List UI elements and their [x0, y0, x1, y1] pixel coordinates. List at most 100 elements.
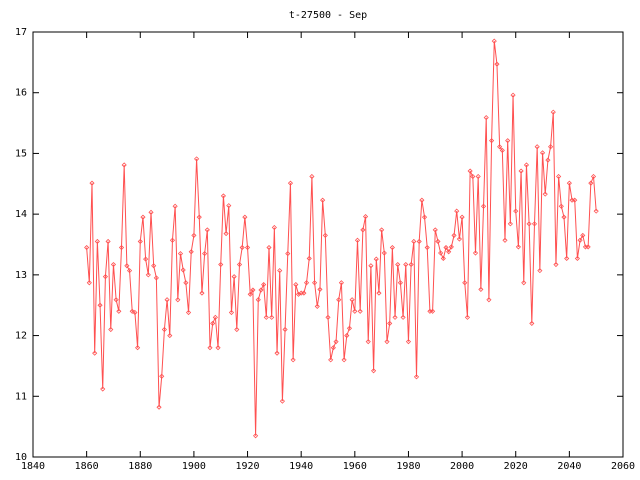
point-marker — [405, 339, 412, 345]
point-marker — [210, 320, 216, 326]
point-marker — [387, 320, 393, 326]
point-marker — [464, 314, 471, 320]
x-tick-label: 1840 — [21, 461, 45, 472]
point-marker — [236, 261, 243, 268]
point-marker — [550, 109, 556, 115]
point-marker — [228, 309, 235, 316]
point-marker — [346, 325, 353, 331]
y-tick-label: 12 — [15, 331, 27, 342]
point-marker — [416, 238, 422, 245]
point-marker — [185, 309, 192, 316]
point-marker — [320, 197, 326, 203]
y-tick-label: 13 — [15, 270, 27, 281]
point-marker — [475, 173, 481, 180]
x-tick-label: 1860 — [75, 461, 99, 472]
point-marker — [435, 238, 441, 245]
point-marker — [135, 345, 141, 351]
point-marker — [218, 261, 224, 268]
x-tick-label: 2060 — [611, 461, 635, 472]
point-marker — [242, 214, 248, 220]
y-tick-label: 16 — [15, 88, 27, 99]
point-marker — [97, 302, 103, 308]
y-tick-label: 17 — [15, 27, 27, 38]
point-marker — [497, 144, 503, 150]
point-marker — [220, 193, 226, 199]
point-marker — [523, 162, 530, 168]
point-marker — [183, 280, 189, 286]
point-marker — [365, 339, 371, 345]
point-marker — [483, 115, 489, 121]
point-marker — [110, 261, 117, 268]
point-marker — [556, 173, 562, 180]
point-marker — [403, 261, 409, 268]
point-marker — [526, 221, 532, 227]
point-marker — [223, 231, 229, 237]
point-marker — [395, 261, 401, 268]
point-marker — [400, 314, 406, 320]
point-marker — [392, 314, 398, 320]
point-marker — [357, 308, 363, 314]
point-marker — [253, 433, 259, 439]
point-marker — [325, 314, 331, 320]
point-marker — [118, 244, 125, 251]
point-marker — [419, 197, 425, 203]
point-marker — [247, 291, 253, 297]
point-marker — [531, 221, 538, 227]
point-marker — [132, 309, 138, 316]
point-marker — [432, 227, 438, 233]
point-marker — [561, 214, 567, 220]
point-marker — [180, 267, 186, 273]
point-marker — [204, 227, 210, 233]
y-tick-label: 15 — [15, 148, 27, 159]
point-marker — [440, 255, 446, 262]
point-marker — [306, 255, 312, 262]
point-marker — [397, 280, 403, 286]
point-marker — [413, 374, 420, 380]
point-marker — [317, 286, 323, 292]
point-marker — [274, 350, 280, 356]
point-marker — [159, 373, 165, 379]
point-marker — [215, 345, 221, 351]
point-marker — [202, 251, 208, 257]
point-marker — [480, 203, 487, 209]
point-marker — [510, 92, 516, 98]
y-tick-label: 10 — [15, 452, 27, 463]
point-marker — [446, 249, 452, 255]
point-marker — [113, 297, 119, 303]
point-marker — [505, 138, 511, 144]
point-marker — [566, 180, 572, 186]
point-marker — [271, 224, 277, 231]
point-marker — [121, 162, 127, 168]
point-marker — [86, 280, 92, 286]
point-marker — [545, 157, 551, 163]
point-marker — [411, 238, 417, 245]
x-tick-label: 1900 — [182, 461, 206, 472]
point-marker — [188, 249, 194, 255]
point-marker — [143, 256, 149, 262]
point-marker — [454, 208, 460, 214]
point-marker — [108, 326, 114, 333]
point-marker — [279, 398, 285, 404]
point-marker — [194, 156, 200, 162]
point-marker — [145, 272, 151, 278]
point-marker — [212, 314, 218, 320]
point-marker — [472, 250, 479, 256]
point-marker — [314, 303, 320, 309]
point-marker — [94, 238, 100, 245]
point-marker — [102, 274, 108, 280]
point-marker — [577, 237, 583, 243]
point-marker — [558, 203, 564, 209]
point-marker — [542, 191, 548, 197]
point-marker — [282, 326, 288, 333]
point-marker — [100, 386, 106, 392]
point-marker — [548, 144, 554, 150]
y-tick-label: 11 — [15, 391, 27, 402]
point-marker — [266, 244, 272, 251]
point-marker — [494, 61, 500, 67]
point-marker — [261, 282, 267, 288]
point-marker — [336, 297, 342, 303]
point-marker — [430, 308, 436, 314]
point-marker — [424, 244, 430, 251]
point-marker — [515, 244, 521, 250]
